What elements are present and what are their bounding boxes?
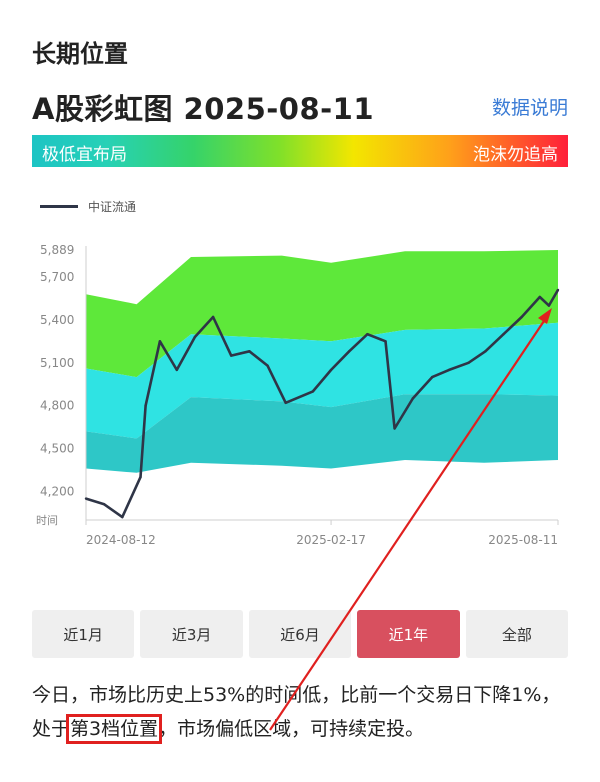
series-point <box>484 350 487 353</box>
series-point <box>193 335 197 339</box>
series-point <box>266 364 269 367</box>
x-axis-label: 时间 <box>36 514 58 527</box>
position-highlight: 第3档位置 <box>66 714 163 744</box>
series-point <box>84 497 88 500</box>
series-point <box>447 368 451 372</box>
summary-text-2: ，市场偏低区域，可持续定投。 <box>158 718 425 740</box>
band-upper <box>86 250 558 378</box>
series-point <box>211 315 215 319</box>
x-tick-label: 2025-08-11 <box>488 533 558 547</box>
series-point <box>284 401 287 404</box>
rainbow-chart: 4,200 4,500 4,800 5,100 5,400 5,700 5,889 时间 202… <box>36 243 560 547</box>
period-all-button[interactable]: 全部 <box>465 610 569 658</box>
series-point <box>467 361 470 364</box>
series-point <box>411 397 414 400</box>
market-summary: 今日，市场比历史上53%的时间低，比前一个交易日下降1%，处于第3档位置，市场偏… <box>32 678 572 746</box>
series-point <box>139 475 142 479</box>
y-tick-label: 5,100 <box>40 356 74 370</box>
series-point <box>175 368 178 372</box>
legend-line-swatch <box>40 205 78 208</box>
series-point <box>329 368 333 372</box>
series-point <box>538 295 541 299</box>
series-point <box>348 350 351 353</box>
y-tick-label: 5,400 <box>40 313 74 327</box>
rainbow-scale-bar: 极低宜布局 泡沫勿追高 <box>32 135 568 167</box>
series-point <box>556 288 560 292</box>
series-point <box>431 375 434 379</box>
series-point <box>547 304 551 307</box>
legend-label: 中证流通 <box>88 200 137 214</box>
section-title: 长期位置 <box>32 40 128 68</box>
y-tick-label: 4,800 <box>40 399 74 413</box>
series-point <box>248 350 251 353</box>
rainbow-low-label: 极低宜布局 <box>42 145 127 165</box>
series-point <box>366 333 369 336</box>
x-tick-label: 2025-02-17 <box>296 533 366 547</box>
series-point <box>144 404 147 407</box>
period-selector: 近1月 近3月 近6月 近1年 全部 <box>32 610 569 658</box>
series-point <box>384 340 387 343</box>
series-point <box>121 515 124 519</box>
y-tick-label: 4,500 <box>40 442 74 456</box>
period-1y-button[interactable]: 近1年 <box>357 610 460 658</box>
period-3m-button[interactable]: 近3月 <box>140 610 243 658</box>
rainbow-high-label: 泡沫勿追高 <box>473 145 558 165</box>
series-point <box>311 390 315 393</box>
period-1m-button[interactable]: 近1月 <box>32 610 135 658</box>
data-explanation-link[interactable]: 数据说明 <box>491 97 568 119</box>
page-title: A股彩虹图 2025-08-11 <box>32 92 375 126</box>
x-tick-label: 2024-08-12 <box>86 533 156 547</box>
series-point <box>230 354 233 357</box>
y-tick-label: 5,889 <box>40 243 74 257</box>
y-tick-label: 5,700 <box>40 270 74 284</box>
chart-legend: 中证流通 <box>40 198 136 215</box>
y-tick-label: 4,200 <box>40 484 74 498</box>
series-point <box>103 503 106 506</box>
series-point <box>158 340 162 343</box>
series-point <box>502 333 505 336</box>
series-point <box>393 427 396 430</box>
series-point <box>520 315 523 319</box>
period-6m-button[interactable]: 近6月 <box>248 610 352 658</box>
